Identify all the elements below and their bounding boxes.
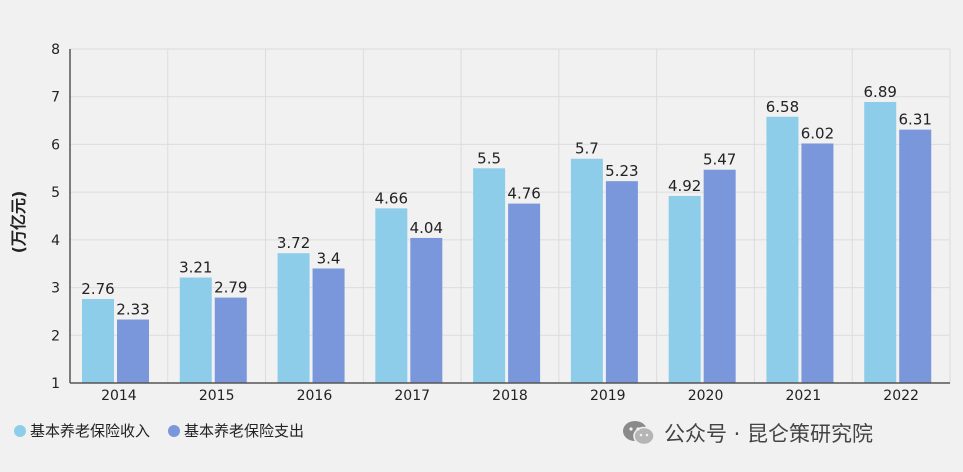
bar-expense (703, 169, 736, 383)
bar-income (82, 299, 114, 383)
x-tick-label: 2018 (492, 388, 528, 404)
legend-swatch-expense (168, 424, 181, 437)
legend: 基本养老保险收入 基本养老保险支出 (14, 420, 304, 441)
x-tick-label: 2017 (394, 388, 430, 404)
data-label: 4.92 (668, 177, 701, 195)
y-tick-label: 8 (51, 42, 60, 58)
data-label: 3.21 (179, 259, 212, 277)
y-tick-label: 6 (51, 137, 60, 153)
data-label: 2.33 (116, 301, 149, 319)
x-tick-label: 2019 (590, 388, 626, 404)
watermark: 公众号 · 昆仑策研究院 (622, 418, 873, 448)
legend-swatch-income (14, 424, 26, 437)
bar-expense (117, 319, 149, 383)
x-tick-label: 2020 (688, 388, 724, 404)
y-axis-title: (万亿元) (9, 191, 28, 254)
grid (69, 48, 951, 384)
y-tick-label: 4 (51, 233, 60, 249)
x-tick-label: 2014 (101, 388, 137, 404)
bar-income (473, 168, 506, 383)
y-tick-label: 3 (51, 281, 60, 297)
data-label: 6.58 (766, 98, 799, 116)
x-tick-label: 2015 (199, 388, 235, 404)
data-label: 2.79 (214, 279, 247, 297)
data-label: 2.76 (81, 280, 114, 298)
wechat-icon (623, 421, 655, 446)
bar-income (375, 208, 408, 383)
bars (82, 101, 932, 384)
bar-income (570, 158, 603, 383)
data-label: 5.47 (703, 151, 736, 169)
data-label: 6.89 (864, 83, 897, 101)
data-label: 3.4 (317, 249, 341, 267)
data-label: 4.04 (410, 219, 443, 237)
legend-label-income: 基本养老保险收入 (30, 422, 151, 440)
bar-expense (508, 203, 541, 383)
bar-expense (899, 129, 932, 383)
bar-income (668, 195, 701, 383)
data-label: 6.31 (899, 111, 932, 129)
y-tick-label: 1 (51, 376, 60, 392)
bar-expense (801, 143, 834, 383)
data-label: 4.66 (375, 189, 408, 207)
watermark-text: 公众号 · 昆仑策研究院 (664, 422, 874, 446)
data-labels: 2.762.33 3.212.79 3.72 3.4 4.664.04 5.5 4.76 5.… (81, 83, 932, 319)
data-label: 5.23 (605, 162, 638, 180)
data-label: 4.76 (507, 185, 540, 203)
bar-income (766, 116, 799, 384)
bar-income (864, 101, 897, 383)
data-label: 5.5 (477, 149, 501, 167)
y-tick-label: 2 (51, 328, 60, 344)
data-label: 3.72 (277, 234, 310, 252)
x-tick-label: 2022 (883, 388, 919, 404)
legend-item-expense: 基本养老保险支出 (168, 420, 304, 441)
bar-income (277, 253, 310, 383)
axes: 1 2 3 4 5 6 7 8 2014 2015 2016 2017 2018 2019 2020 2021… (51, 42, 950, 404)
bar-expense (214, 297, 247, 383)
data-label: 5.7 (575, 140, 599, 158)
bar-expense (410, 237, 443, 383)
legend-label-expense: 基本养老保险支出 (184, 422, 305, 440)
bar-expense (312, 268, 345, 383)
data-label: 6.02 (801, 124, 834, 142)
bar-income (179, 277, 212, 383)
y-tick-label: 7 (51, 90, 60, 106)
legend-item-income: 基本养老保险收入 (14, 420, 150, 441)
x-tick-label: 2021 (786, 388, 822, 404)
x-tick-label: 2016 (297, 388, 333, 404)
y-tick-label: 5 (51, 185, 60, 201)
bar-expense (605, 181, 638, 383)
